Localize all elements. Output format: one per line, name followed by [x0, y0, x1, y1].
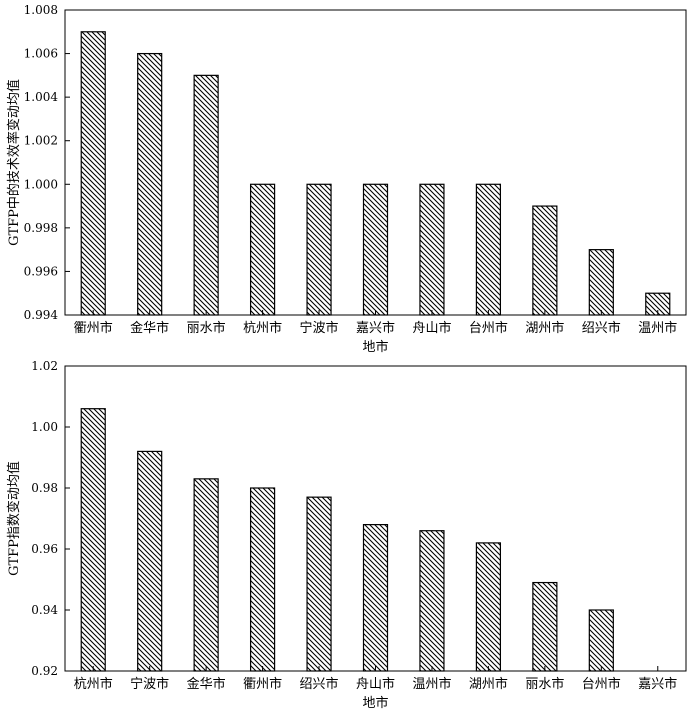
x-tick-label: 杭州市: [74, 676, 113, 692]
bar: [362, 183, 389, 316]
x-tick-label: 台州市: [582, 676, 621, 692]
y-tick-label: 1.00: [31, 420, 58, 434]
x-tick-label: 嘉兴市: [638, 676, 677, 692]
x-tick-label: 丽水市: [187, 320, 226, 336]
y-tick-label: 0.994: [24, 308, 59, 322]
bar: [80, 408, 106, 672]
x-tick-label: 衢州市: [243, 676, 282, 692]
bar: [306, 496, 332, 672]
bar: [193, 478, 219, 672]
y-tick-label: 0.98: [31, 481, 58, 495]
bar: [193, 74, 219, 316]
x-tick-label: 温州市: [638, 320, 677, 336]
x-axis-title: 地市: [362, 339, 388, 355]
y-tick-label: 1.002: [24, 134, 58, 148]
x-tick-label: 宁波市: [300, 320, 339, 336]
gtfp-index-bar-chart: 0.92 0.94 0.96 0.98 1.00 1.02 杭州市 宁波市 金华市 衢州市 绍兴市 舟…: [6, 359, 687, 711]
y-tick-label: 1.004: [24, 90, 59, 104]
x-tick-label: 台州市: [469, 320, 508, 336]
x-tick-label: 金华市: [130, 320, 169, 336]
y-tick-label: 0.96: [31, 542, 58, 556]
x-tick-label: 嘉兴市: [356, 320, 395, 336]
y-tick-label: 1.008: [24, 3, 58, 17]
bar: [80, 31, 106, 316]
y-tick-label: 0.92: [31, 664, 58, 678]
y-tick-label: 1.006: [24, 47, 58, 61]
bar: [137, 450, 163, 672]
bar: [419, 530, 445, 672]
x-tick-label: 湖州市: [469, 676, 508, 692]
y-tick-label: 0.998: [24, 221, 58, 235]
x-tick-label: 绍兴市: [582, 320, 621, 336]
x-tick-label: 湖州市: [525, 320, 564, 336]
bar: [475, 183, 502, 316]
y-axis-title: GTFP中的技术效率变动均值: [6, 79, 22, 246]
y-axis-title: GTFP指数变动均值: [6, 461, 22, 576]
bar: [475, 542, 502, 672]
bar: [306, 183, 332, 316]
x-tick-label: 绍兴市: [300, 676, 339, 692]
bar: [588, 249, 614, 316]
bar: [137, 52, 163, 316]
bar: [588, 609, 614, 672]
y-tick-label: 1.02: [31, 359, 58, 373]
bar: [362, 523, 389, 672]
y-tick-label: 0.996: [24, 264, 58, 278]
bar: [249, 183, 276, 316]
x-tick-label: 温州市: [412, 676, 451, 692]
bar: [532, 205, 558, 316]
bar: [532, 581, 558, 672]
x-tick-label: 杭州市: [243, 320, 282, 336]
x-tick-label: 舟山市: [412, 320, 451, 336]
x-tick-label: 丽水市: [525, 676, 564, 692]
x-tick-label: 衢州市: [74, 320, 113, 336]
x-tick-label: 金华市: [187, 676, 226, 692]
y-tick-label: 1.000: [24, 177, 58, 191]
bar: [249, 487, 276, 672]
x-axis-title: 地市: [362, 695, 388, 711]
technical-efficiency-bar-chart: 0.994 0.996 0.998 1.000 1.002 1.004 1.006 1.008…: [6, 3, 687, 355]
bar: [419, 183, 445, 316]
x-tick-label: 宁波市: [130, 676, 169, 692]
y-tick-label: 0.94: [31, 603, 58, 617]
x-tick-label: 舟山市: [356, 676, 395, 692]
